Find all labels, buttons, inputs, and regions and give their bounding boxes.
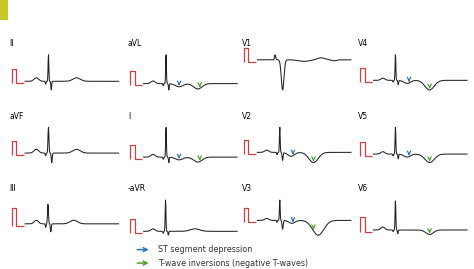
Text: III: III: [9, 184, 16, 193]
Text: V6: V6: [358, 184, 368, 193]
Text: -aVR: -aVR: [128, 184, 146, 193]
Text: aVF: aVF: [9, 112, 24, 121]
Text: V3: V3: [242, 184, 252, 193]
Bar: [0, 0, 8, 20]
Text: II: II: [9, 39, 14, 48]
Text: aVL: aVL: [128, 39, 142, 48]
Text: T-wave inversions (negative T-waves): T-wave inversions (negative T-waves): [158, 259, 309, 268]
Text: I: I: [128, 112, 130, 121]
Text: V1: V1: [242, 39, 252, 48]
Text: V4: V4: [358, 39, 368, 48]
Text: NSTEMI: NSTEMI: [12, 7, 54, 17]
Text: V5: V5: [358, 112, 368, 121]
Text: V2: V2: [242, 112, 252, 121]
Text: ST segment depression: ST segment depression: [158, 245, 253, 254]
